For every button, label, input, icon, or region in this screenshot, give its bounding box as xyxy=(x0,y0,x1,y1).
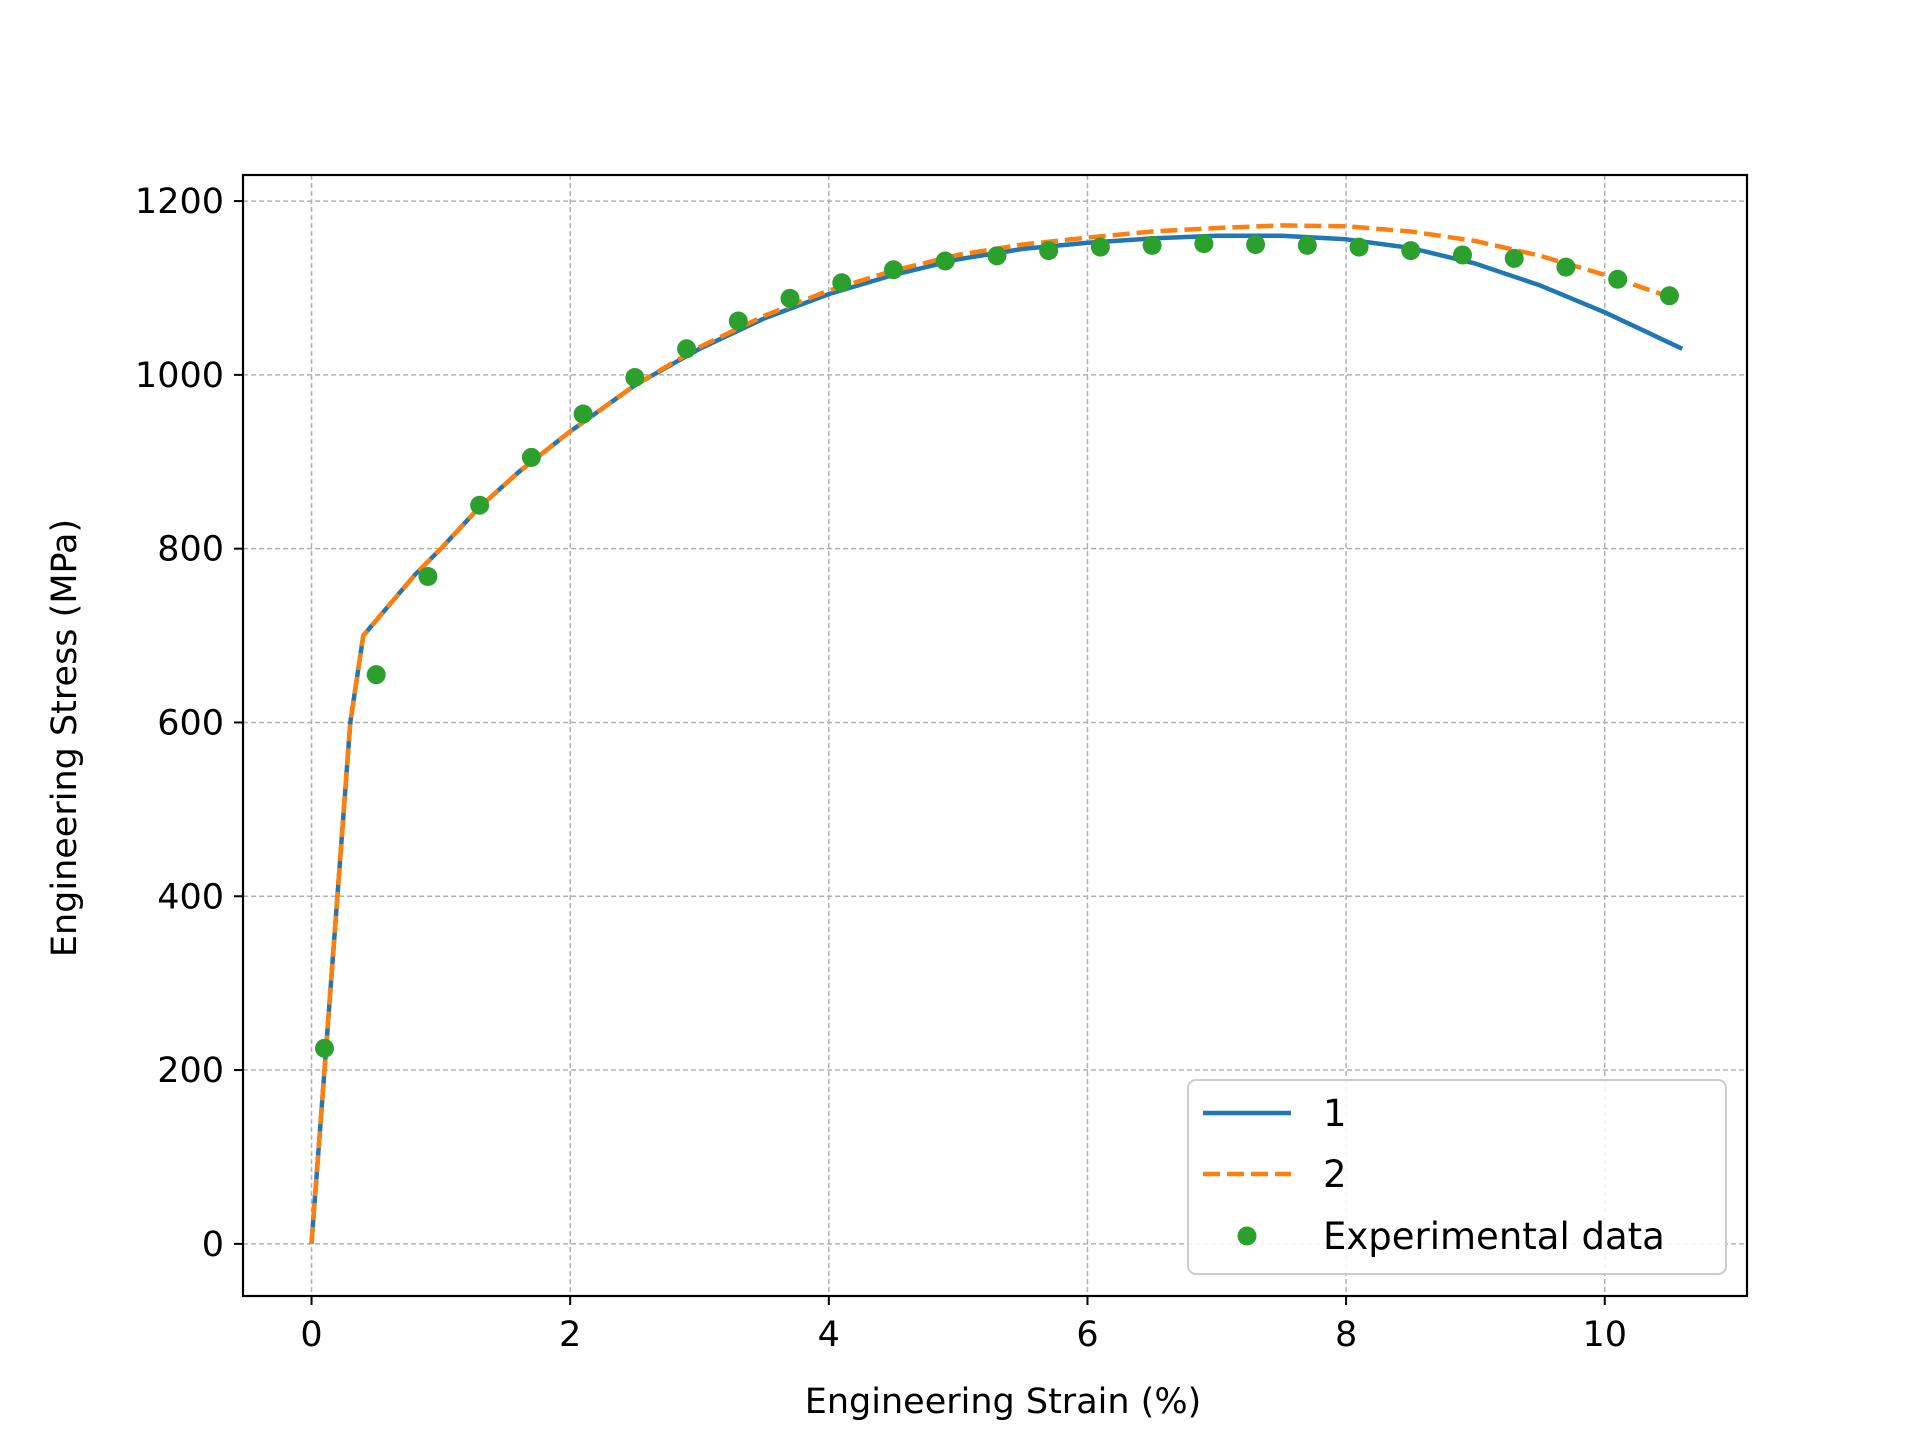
x-tick-label: 0 xyxy=(300,1315,322,1355)
y-axis: 0 200 400 600 800 1000 1200 xyxy=(135,182,243,1265)
experimental-data-point xyxy=(780,288,800,308)
experimental-data-point xyxy=(625,367,645,387)
y-tick-label: 1000 xyxy=(135,356,224,396)
experimental-data-point xyxy=(677,339,697,359)
experimental-data-point xyxy=(1194,234,1214,254)
experimental-data-point xyxy=(1608,269,1628,289)
experimental-data-point xyxy=(987,246,1007,266)
y-tick-label: 1200 xyxy=(135,182,224,222)
legend-box xyxy=(1187,1079,1727,1275)
x-tick-label: 4 xyxy=(818,1315,840,1355)
legend-label-experimental-data: Experimental data xyxy=(1323,1215,1665,1258)
plot-frame xyxy=(241,173,1749,1298)
y-tick-label: 400 xyxy=(157,877,224,917)
series-layer xyxy=(309,223,1684,1245)
y-tick-label: 600 xyxy=(157,703,224,743)
legend-swatch-experimental-data xyxy=(1237,1226,1257,1246)
y-tick-label: 800 xyxy=(157,530,224,570)
experimental-data-point xyxy=(935,251,955,271)
experimental-data-point xyxy=(573,404,593,424)
x-axis: 0 2 4 6 8 10 xyxy=(300,1296,1627,1355)
experimental-data-point xyxy=(1452,245,1472,265)
legend-label-series-1: 1 xyxy=(1323,1092,1347,1135)
experimental-data-point xyxy=(1142,235,1162,255)
experimental-data-point xyxy=(521,447,541,467)
x-tick-label: 10 xyxy=(1582,1315,1627,1355)
experimental-data-point xyxy=(883,260,903,280)
experimental-data-point xyxy=(1349,237,1369,257)
experimental-data-point xyxy=(1504,248,1524,268)
grid xyxy=(243,175,1747,1296)
experimental-data-point xyxy=(470,495,490,515)
experimental-data-point xyxy=(1246,235,1266,255)
experimental-data-point xyxy=(1556,257,1576,277)
x-tick-label: 8 xyxy=(1335,1315,1357,1355)
x-tick-label: 2 xyxy=(559,1315,581,1355)
experimental-data-point xyxy=(1659,286,1679,306)
experimental-data-point xyxy=(1297,235,1317,255)
legend-label-series-2: 2 xyxy=(1323,1153,1347,1196)
experimental-data-point xyxy=(1090,237,1110,257)
experimental-data-point xyxy=(832,273,852,293)
y-tick-label: 200 xyxy=(157,1051,224,1091)
experimental-data-point xyxy=(1039,241,1059,261)
y-axis-label: Engineering Stress (MPa) xyxy=(45,519,85,957)
y-tick-label: 0 xyxy=(202,1225,224,1265)
experimental-data-point xyxy=(1401,241,1421,261)
experimental-data-point xyxy=(314,1038,334,1058)
x-axis-label: Engineering Strain (%) xyxy=(805,1382,1202,1422)
experimental-data-point xyxy=(728,311,748,331)
legend: 1 2 Experimental data xyxy=(1187,1079,1727,1275)
x-tick-label: 6 xyxy=(1076,1315,1098,1355)
experimental-data-point xyxy=(366,665,386,685)
experimental-data-point xyxy=(418,566,438,586)
